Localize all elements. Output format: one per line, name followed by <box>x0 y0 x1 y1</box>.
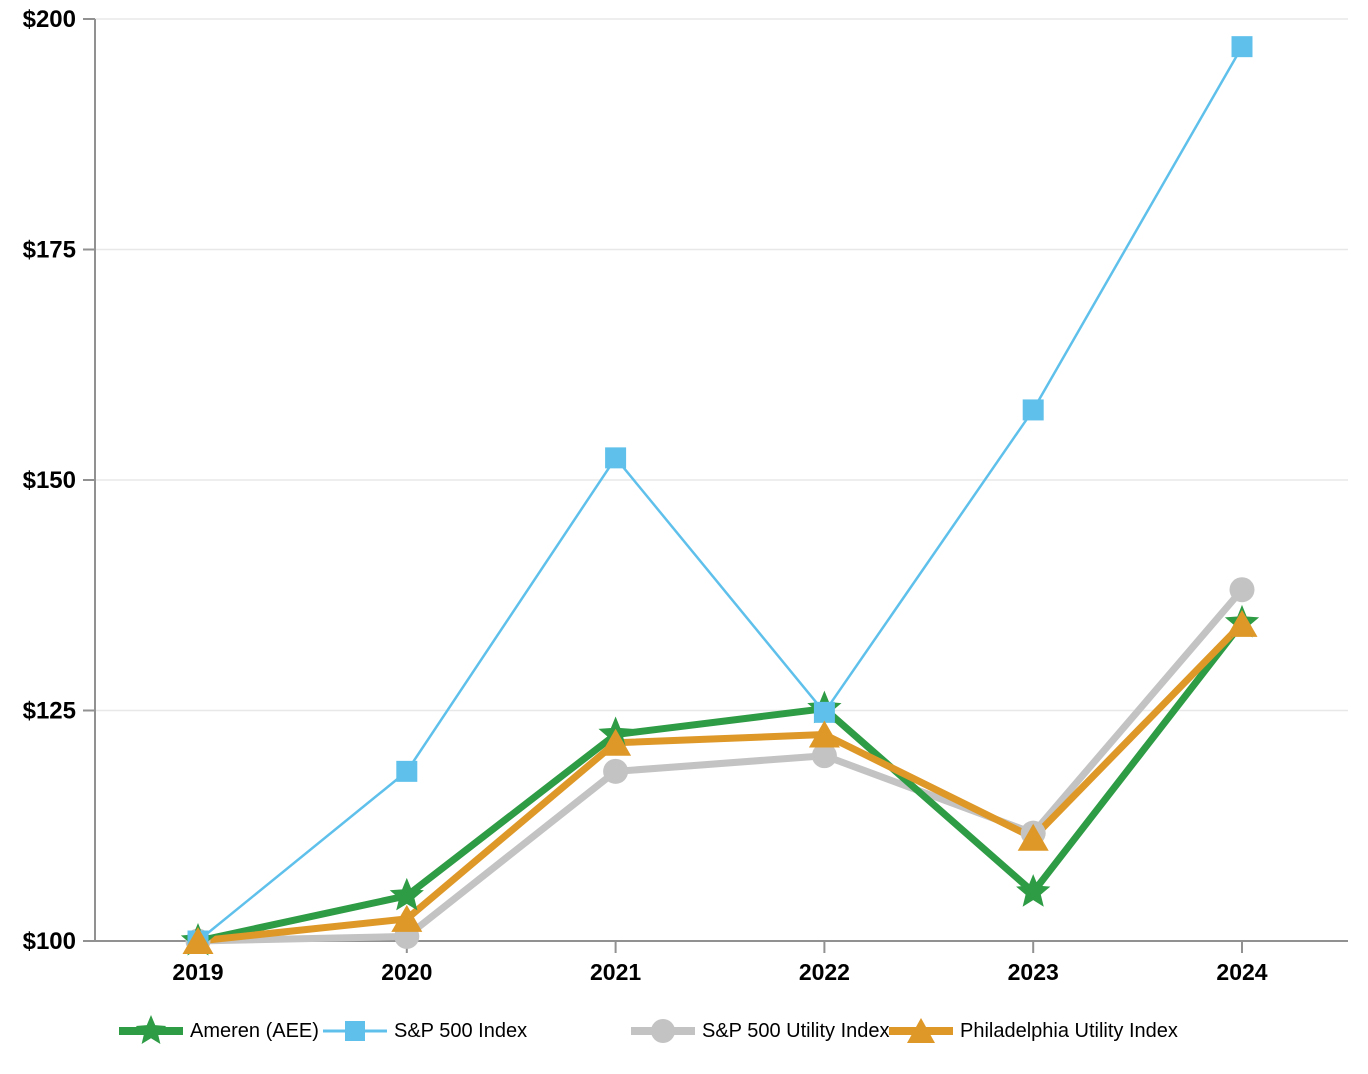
series-line-philadelphia-utility-index <box>194 620 1246 945</box>
marker-star-ameren-aee-2020 <box>389 877 424 911</box>
marker-star-ameren-aee-2023 <box>1016 874 1051 907</box>
x-axis-label-2019: 2019 <box>172 959 223 985</box>
marker-triangle-philadelphia-utility-index-2024 <box>1226 609 1258 637</box>
legend-marker-triangle-icon <box>889 1018 953 1043</box>
marker-square-s-p-500-index-2020 <box>396 760 418 782</box>
marker-circle-s-p-500-utility-index-2024 <box>1229 577 1255 603</box>
series-line-s-p-500-utility-index <box>194 586 1246 945</box>
marker-circle-s-p-500-utility-index-2022 <box>811 743 837 769</box>
legend-marker-star-icon <box>119 1015 183 1044</box>
marker-square-s-p-500-index-2022 <box>813 701 835 723</box>
y-axis-label-125: $125 <box>23 698 76 725</box>
marker-triangle-philadelphia-utility-index-2023 <box>1017 823 1049 851</box>
legend-marker-circle-icon <box>631 1019 695 1043</box>
legend-item-philadelphia-utility-index: Philadelphia Utility Index <box>888 1011 1178 1051</box>
y-axis-label-200: $200 <box>23 6 76 33</box>
x-axis-label-2020: 2020 <box>381 959 432 985</box>
marker-triangle-philadelphia-utility-index-2020 <box>391 904 423 932</box>
legend-marker-square-icon <box>323 1021 387 1041</box>
y-axis-label-150: $150 <box>23 467 76 494</box>
chart-legend: Ameren (AEE) S&P 500 Index S&P 500 Utility… <box>0 1011 1368 1053</box>
legend-item-s-p-500-utility-index: S&P 500 Utility Index <box>630 1011 890 1051</box>
marker-triangle-philadelphia-utility-index-2021 <box>600 728 632 756</box>
legend-label-s-p-500-utility-index: S&P 500 Utility Index <box>702 1019 890 1042</box>
marker-square-s-p-500-index-2024 <box>1231 36 1253 58</box>
marker-square-s-p-500-index-2021 <box>605 447 627 469</box>
x-axis-label-2022: 2022 <box>799 959 850 985</box>
legend-item-ameren-aee: Ameren (AEE) <box>118 1011 319 1051</box>
x-axis-label-2021: 2021 <box>590 959 641 985</box>
legend-label-s-p-500-index: S&P 500 Index <box>394 1019 528 1042</box>
marker-square-s-p-500-index-2023 <box>1022 399 1044 421</box>
x-axis-label-2023: 2023 <box>1008 959 1059 985</box>
legend-item-s-p-500-index: S&P 500 Index <box>322 1011 527 1051</box>
marker-triangle-philadelphia-utility-index-2022 <box>808 720 840 748</box>
series-line-s-p-500-index <box>196 45 1244 943</box>
marker-circle-s-p-500-utility-index-2021 <box>603 758 629 784</box>
y-axis-label-175: $175 <box>23 237 76 264</box>
series-line-ameren-aee <box>194 619 1246 945</box>
legend-label-philadelphia-utility-index: Philadelphia Utility Index <box>960 1019 1178 1042</box>
legend-label-ameren-aee: Ameren (AEE) <box>190 1019 319 1042</box>
y-axis-label-100: $100 <box>23 928 76 955</box>
x-axis-label-2024: 2024 <box>1216 959 1267 985</box>
marker-triangle-philadelphia-utility-index-2019 <box>182 927 214 954</box>
